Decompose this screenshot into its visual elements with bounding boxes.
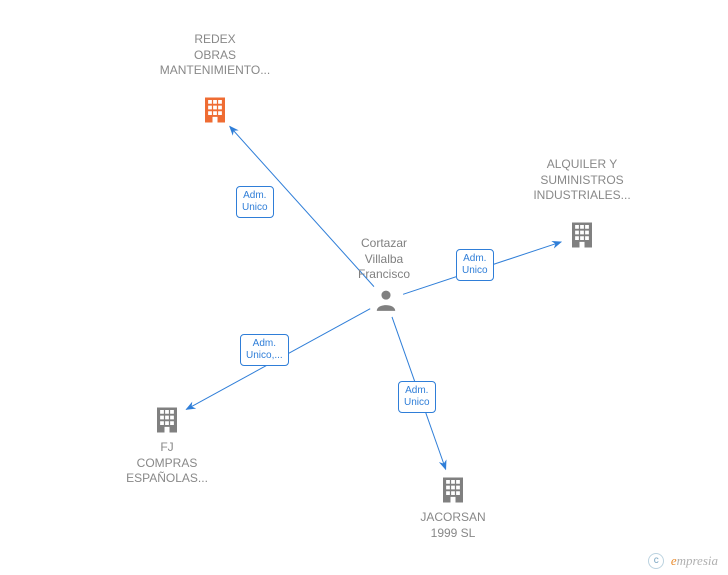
company-label: REDEX OBRAS MANTENIMIENTO... <box>140 32 290 79</box>
company-label: FJ COMPRAS ESPAÑOLAS... <box>92 440 242 487</box>
footer-credit: c empresia <box>648 552 718 569</box>
edge-role-badge: Adm. Unico <box>236 186 274 218</box>
copyright-icon: c <box>648 553 664 569</box>
brand-label: empresia <box>671 553 718 568</box>
graph-edges <box>0 0 728 575</box>
edge-role-badge: Adm. Unico <box>456 249 494 281</box>
building-icon <box>567 220 597 255</box>
company-label: JACORSAN 1999 SL <box>378 510 528 541</box>
edge-role-badge: Adm. Unico <box>398 381 436 413</box>
person-icon <box>373 287 399 318</box>
building-icon <box>200 95 230 130</box>
company-label: ALQUILER Y SUMINISTROS INDUSTRIALES... <box>507 157 657 204</box>
building-icon <box>152 405 182 440</box>
person-label: Cortazar Villalba Francisco <box>339 236 429 283</box>
edge-role-badge: Adm. Unico,... <box>240 334 289 366</box>
building-icon <box>438 475 468 510</box>
